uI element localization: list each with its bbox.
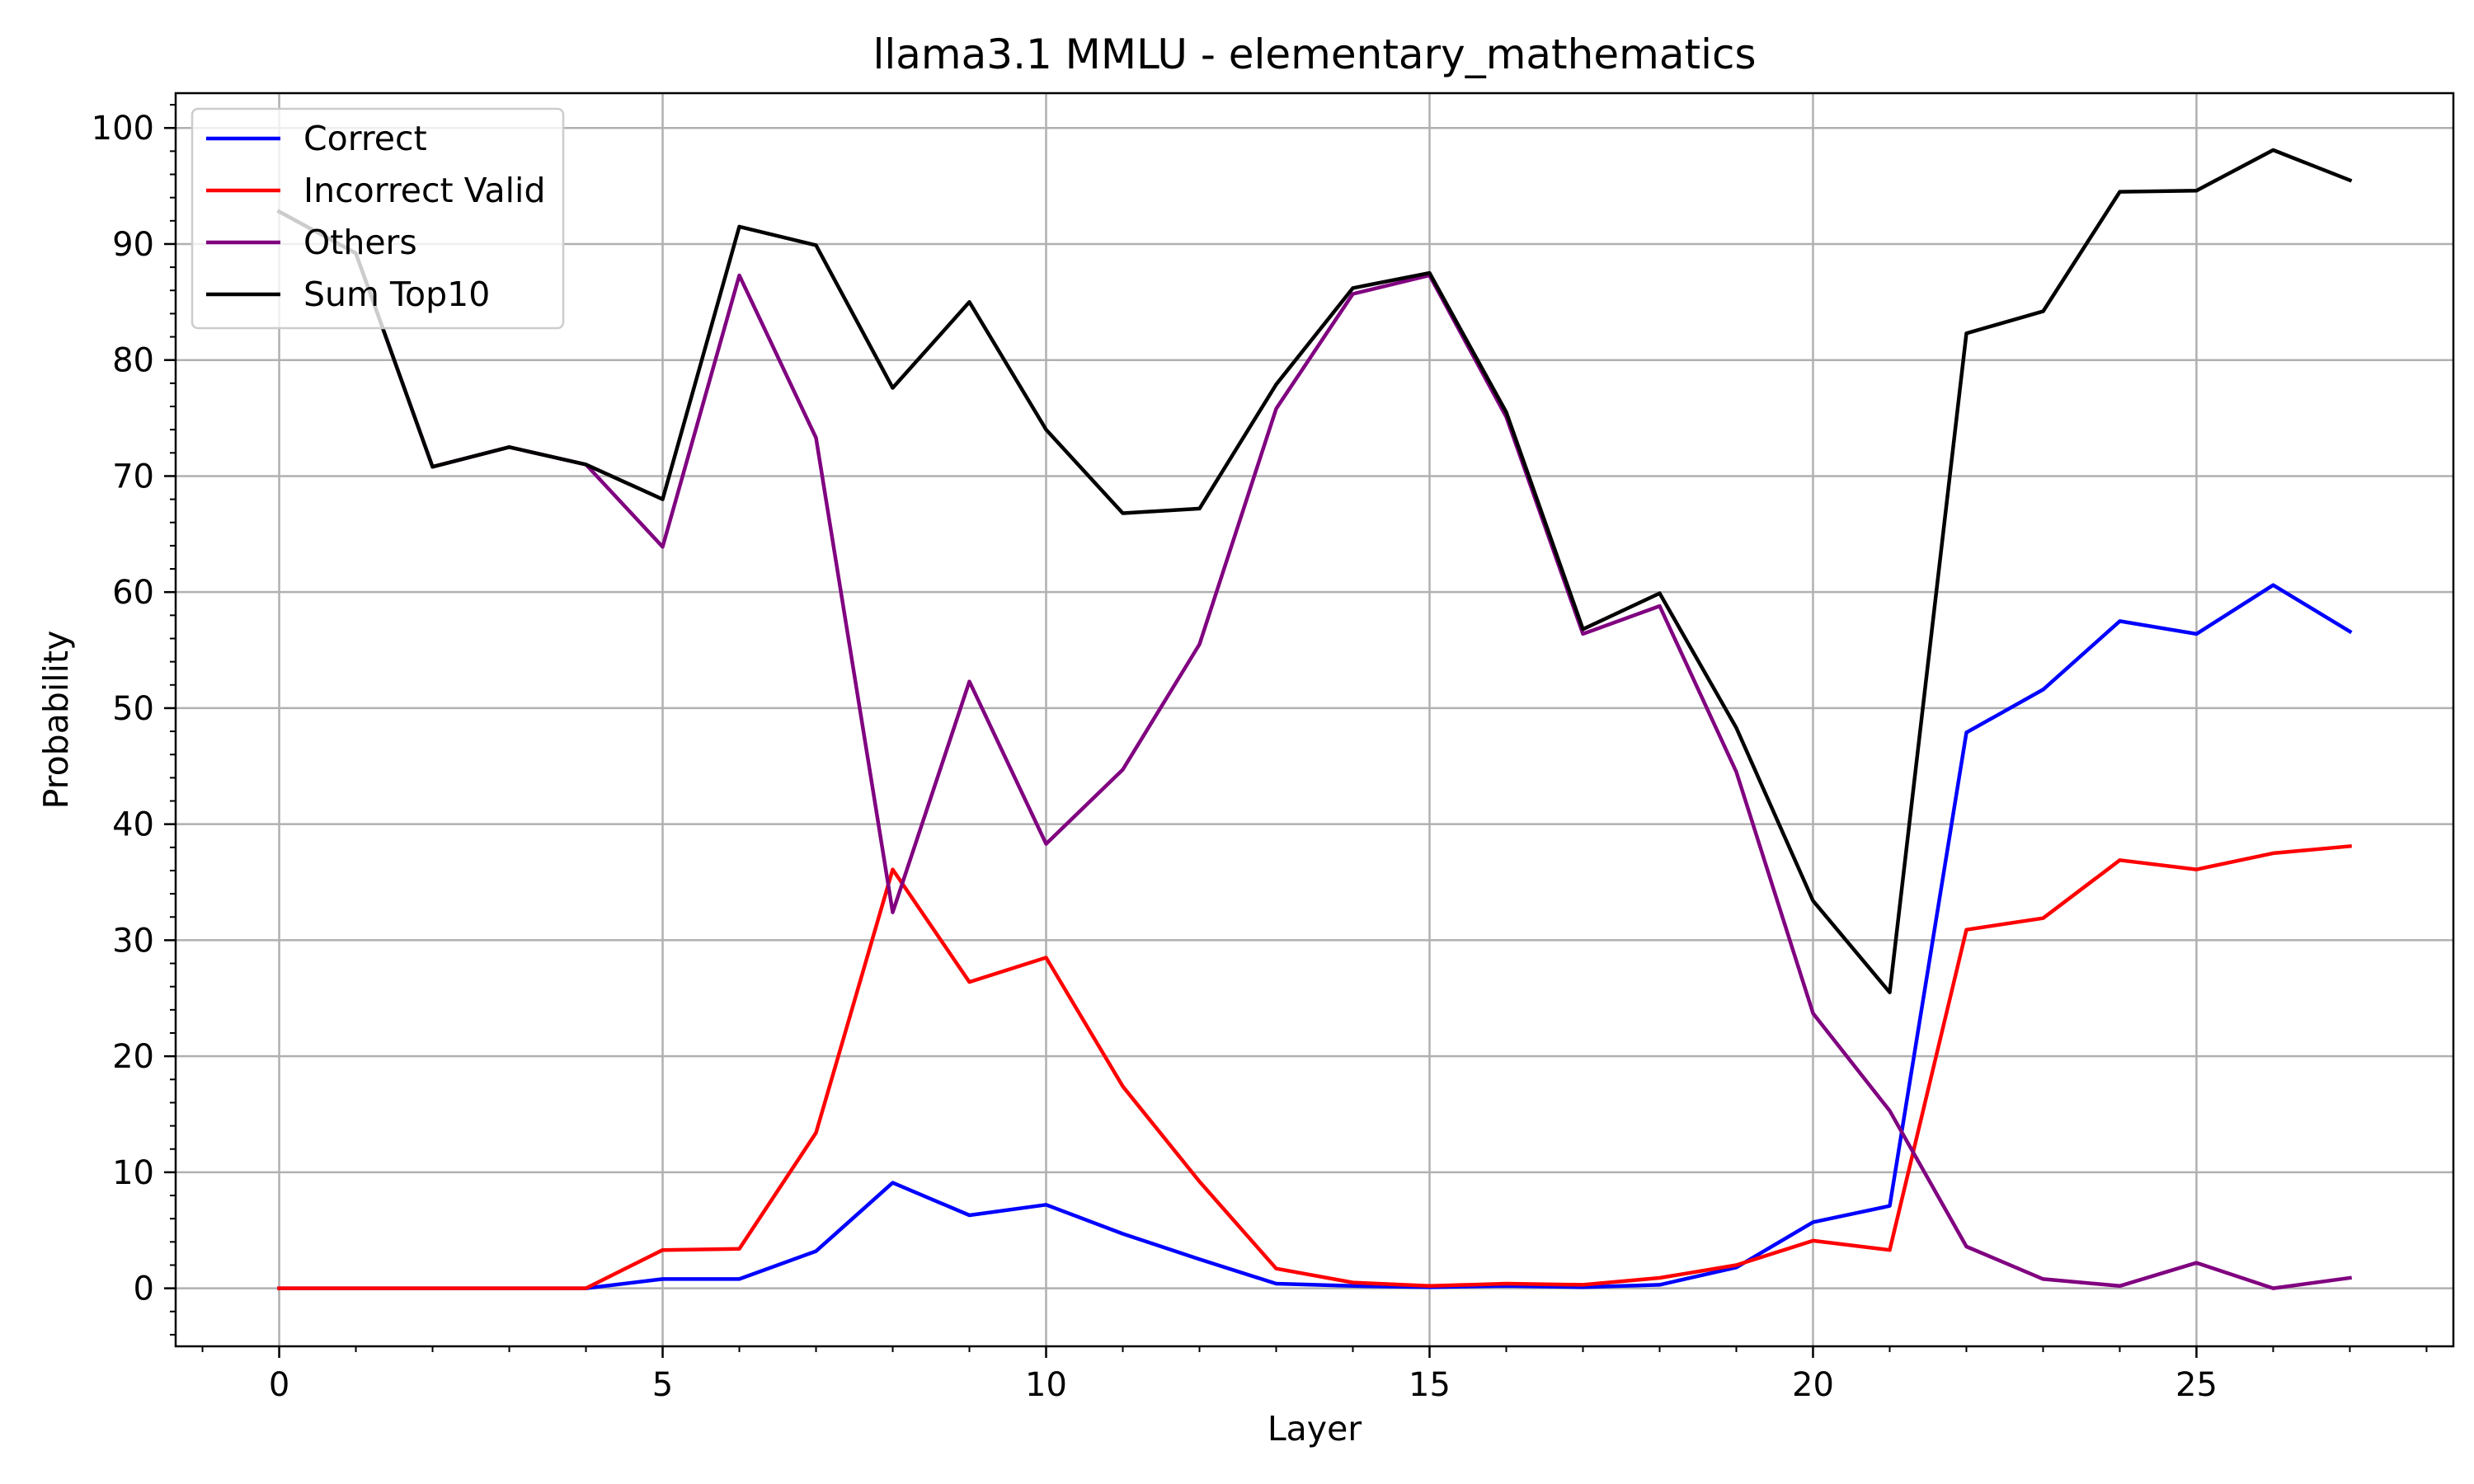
axis-ticks: 0 5 10 15 20 25 0 10 20 30 40 50 60 70 80 90 100 — [92, 104, 2428, 1404]
y-axis-label: Probability — [36, 631, 76, 810]
series-line-others — [276, 209, 2353, 1290]
series-line-incorrect-valid — [277, 843, 2352, 1290]
y-tick-label: 100 — [92, 110, 154, 148]
y-tick-label: 90 — [112, 226, 154, 264]
series-line-sum-top10 — [276, 148, 2353, 994]
plot-frame — [174, 92, 2455, 1348]
legend-label: Others — [303, 223, 417, 262]
legend-label: Sum Top10 — [303, 275, 490, 314]
y-tick-label: 20 — [112, 1038, 154, 1076]
y-tick-label: 60 — [112, 574, 154, 612]
x-tick-label: 5 — [652, 1366, 673, 1404]
series-line-correct — [277, 583, 2353, 1290]
plot-lines — [276, 148, 2353, 1290]
legend-label: Correct — [303, 119, 427, 158]
x-tick-label: 20 — [1792, 1366, 1834, 1404]
x-tick-label: 0 — [269, 1366, 289, 1404]
x-tick-label: 10 — [1025, 1366, 1067, 1404]
y-tick-label: 10 — [112, 1154, 154, 1192]
y-tick-label: 80 — [112, 342, 154, 380]
legend-label: Incorrect Valid — [303, 171, 545, 210]
chart-title: llama3.1 MMLU - elementary_mathematics — [873, 31, 1757, 78]
y-tick-label: 70 — [112, 458, 154, 495]
x-tick-label: 25 — [2175, 1366, 2218, 1404]
x-axis-label: Layer — [1268, 1409, 1362, 1449]
grid — [176, 93, 2453, 1346]
y-tick-label: 50 — [112, 690, 154, 728]
legend: Correct Incorrect Valid Others Sum Top10 — [190, 107, 565, 330]
y-tick-label: 40 — [112, 806, 154, 844]
x-tick-label: 15 — [1409, 1366, 1451, 1404]
legend-box — [190, 107, 565, 330]
y-tick-label: 0 — [134, 1270, 154, 1308]
y-tick-label: 30 — [112, 922, 154, 960]
